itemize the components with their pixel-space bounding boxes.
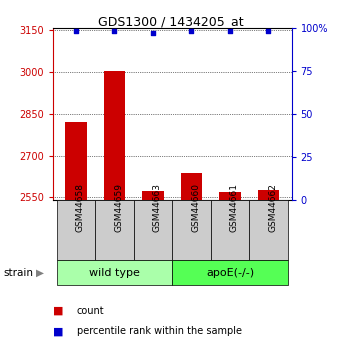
Bar	[219, 192, 240, 200]
Text: ■: ■	[53, 326, 63, 336]
Point	[266, 28, 271, 34]
Text: GSM44659: GSM44659	[115, 183, 123, 232]
Text: GSM44662: GSM44662	[268, 183, 278, 232]
Text: apoE(-/-): apoE(-/-)	[206, 268, 254, 277]
Text: count: count	[77, 306, 104, 315]
Bar	[57, 200, 95, 260]
Bar	[143, 191, 164, 200]
Bar	[172, 260, 288, 285]
Text: GSM44663: GSM44663	[153, 183, 162, 232]
Bar	[104, 71, 125, 200]
Text: ■: ■	[53, 306, 63, 315]
Bar	[249, 200, 288, 260]
Text: GSM44661: GSM44661	[230, 183, 239, 232]
Point	[189, 28, 194, 34]
Text: GSM44658: GSM44658	[76, 183, 85, 232]
Bar	[181, 173, 202, 200]
Bar	[95, 200, 134, 260]
Text: strain: strain	[3, 268, 33, 277]
Text: wild type: wild type	[89, 268, 140, 277]
Bar	[258, 190, 279, 200]
Point	[112, 28, 117, 34]
Text: percentile rank within the sample: percentile rank within the sample	[77, 326, 242, 336]
Text: GDS1300 / 1434205_at: GDS1300 / 1434205_at	[98, 16, 243, 29]
Bar	[57, 260, 172, 285]
Point	[150, 30, 156, 36]
Text: GSM44660: GSM44660	[191, 183, 201, 232]
Bar	[65, 122, 87, 200]
Point	[227, 28, 233, 34]
Bar	[172, 200, 211, 260]
Bar	[134, 200, 172, 260]
Point	[73, 28, 79, 34]
Bar	[211, 200, 249, 260]
Text: ▶: ▶	[36, 268, 44, 277]
